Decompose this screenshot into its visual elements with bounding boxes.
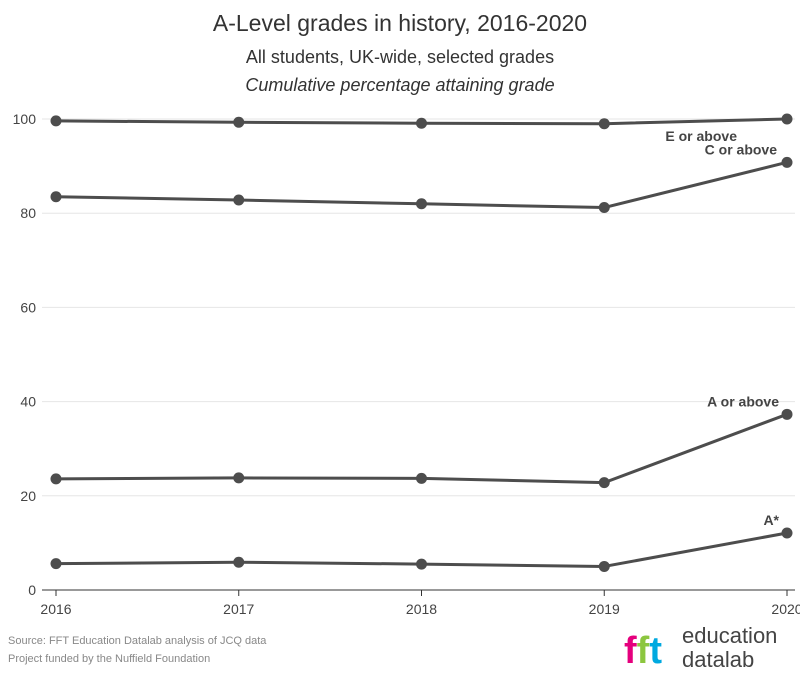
data-point	[781, 156, 793, 168]
data-point	[50, 191, 62, 203]
source-line: Source: FFT Education Datalab analysis o…	[8, 635, 267, 647]
data-point	[233, 116, 245, 128]
chart-title: A-Level grades in history, 2016-2020	[212, 10, 588, 36]
logo-word-education: education	[682, 623, 778, 648]
series-label: A or above	[707, 393, 779, 409]
series-line	[55, 412, 788, 485]
logo-word-datalab: datalab	[682, 647, 755, 672]
data-point	[416, 472, 427, 484]
data-point	[416, 117, 427, 129]
data-point	[781, 408, 793, 420]
data-point	[416, 558, 427, 570]
data-point	[50, 473, 62, 485]
data-point	[598, 118, 610, 130]
series-label: C or above	[705, 141, 778, 157]
series-label: A*	[763, 512, 779, 528]
data-point	[598, 477, 610, 489]
data-point	[598, 202, 610, 214]
data-point	[50, 115, 62, 127]
source-note: Source: FFT Education Datalab analysis o…	[8, 632, 266, 668]
data-point	[50, 558, 62, 570]
x-tick-label: 2019	[589, 601, 620, 617]
x-tick-label: 2020	[771, 601, 800, 617]
x-tick-label: 2018	[406, 601, 437, 617]
fft-logo-mark: fft	[624, 630, 662, 672]
chart-subtitle-italic: Cumulative percentage attaining grade	[245, 75, 555, 95]
data-point	[416, 198, 427, 210]
data-point	[781, 113, 793, 125]
series-label: E or above	[665, 128, 737, 144]
logo-wordmark: education datalab	[682, 624, 777, 672]
x-tick-label: 2016	[40, 601, 71, 617]
y-tick-label: 40	[20, 394, 36, 410]
y-tick-label: 0	[28, 582, 36, 598]
data-point	[233, 556, 245, 568]
data-point	[781, 527, 793, 539]
data-point	[233, 194, 245, 206]
x-tick-label: 2017	[223, 601, 254, 617]
y-tick-label: 20	[20, 488, 36, 504]
data-point	[598, 560, 610, 572]
data-point	[233, 472, 245, 484]
chart-subtitle: All students, UK-wide, selected grades	[245, 47, 555, 67]
y-tick-label: 60	[20, 299, 36, 315]
svg-text:fft: fft	[624, 630, 662, 672]
y-tick-label: 100	[13, 111, 37, 127]
fft-datalab-logo: fft education datalab	[624, 624, 800, 674]
y-tick-label: 80	[20, 205, 36, 221]
funding-line: Project funded by the Nuffield Foundatio…	[8, 653, 211, 665]
